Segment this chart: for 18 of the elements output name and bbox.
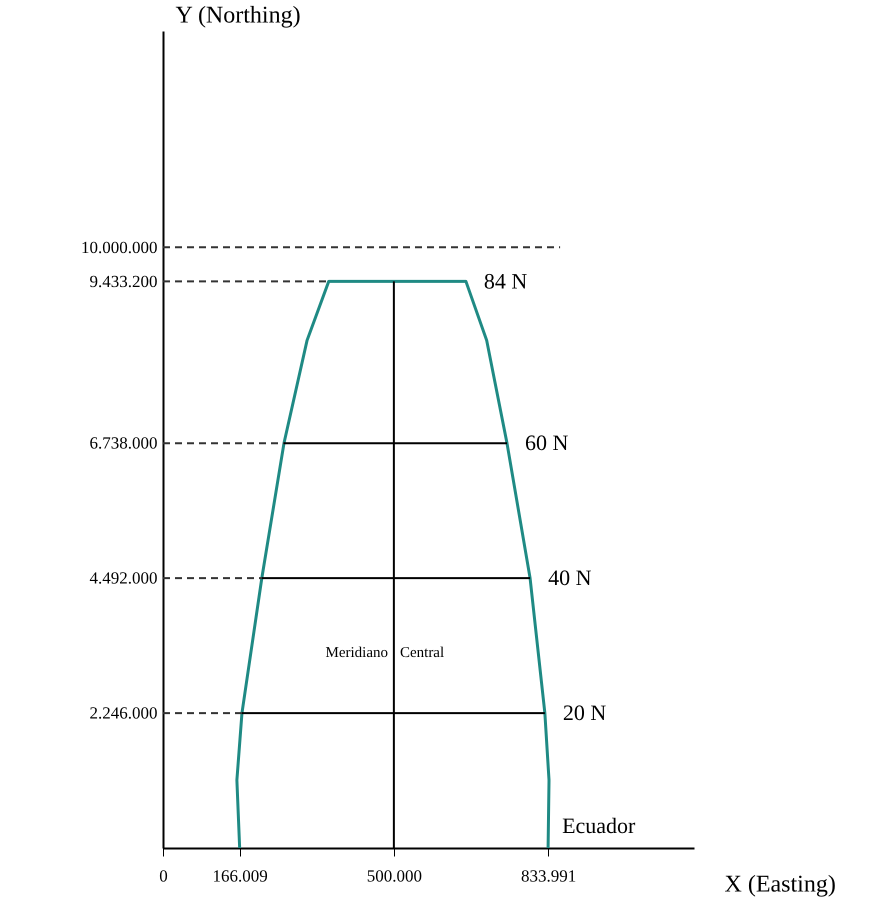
y-axis-title: Y (Northing) — [176, 2, 301, 28]
y-tick-label: 2.246.000 — [90, 704, 158, 723]
y-tick-label: 4.492.000 — [90, 568, 158, 588]
annotation: Ecuador — [562, 813, 636, 838]
annotation: 40 N — [548, 565, 592, 590]
y-tick-label: 9.433.200 — [90, 272, 158, 291]
annotation: Meridiano — [326, 644, 388, 661]
x-tick-label: 166.009 — [212, 866, 268, 886]
annotation: 20 N — [562, 700, 606, 726]
annotation: 60 N — [524, 430, 568, 456]
x-tick-label: 500.000 — [366, 866, 422, 886]
y-tick-label: 10.000.000 — [81, 238, 158, 257]
y-tick-label: 6.738.000 — [90, 434, 158, 453]
annotation: 84 N — [484, 268, 528, 294]
annotation: Central — [400, 644, 444, 661]
x-tick-label: 833.991 — [520, 866, 576, 886]
x-axis-title: X (Easting) — [724, 872, 836, 898]
x-tick-label: 0 — [159, 866, 168, 886]
